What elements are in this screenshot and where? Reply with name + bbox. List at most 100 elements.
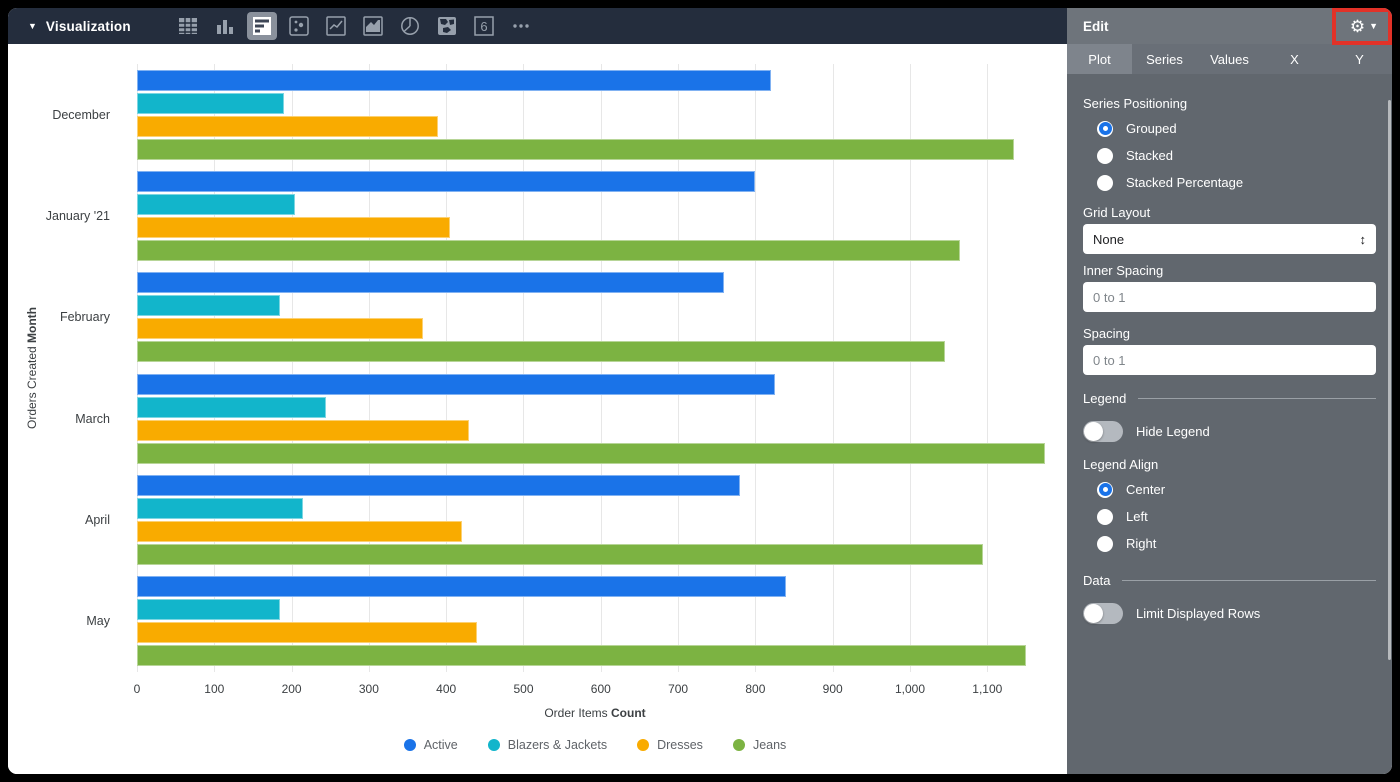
x-tick-label: 400 — [436, 682, 457, 696]
legend-label: Jeans — [752, 738, 787, 752]
bar[interactable] — [137, 318, 423, 340]
hide-legend-toggle[interactable] — [1083, 420, 1123, 442]
radio-icon — [1097, 120, 1113, 137]
bar[interactable] — [137, 239, 961, 261]
x-tick-label: 200 — [281, 682, 302, 696]
radio-legend-align-left[interactable]: Left — [1097, 503, 1376, 530]
tab-plot[interactable]: Plot — [1067, 44, 1132, 74]
legend-dot — [637, 739, 650, 751]
tab-y[interactable]: Y — [1355, 51, 1364, 67]
grid-layout-value: None — [1093, 231, 1125, 247]
legend-item[interactable]: Dresses — [637, 738, 703, 752]
panel-scrollbar[interactable] — [1388, 100, 1391, 660]
limit-rows-toggle[interactable] — [1083, 602, 1123, 624]
bar[interactable] — [137, 295, 280, 317]
radio-icon — [1097, 508, 1113, 525]
bar[interactable] — [137, 115, 439, 137]
bar-group — [137, 267, 1053, 368]
spacing-input[interactable] — [1083, 345, 1376, 375]
legend-item[interactable]: Active — [403, 738, 458, 752]
radio-legend-align-center[interactable]: Center — [1097, 476, 1376, 503]
legend-dot — [403, 739, 416, 751]
x-tick-label: 1,000 — [894, 682, 925, 696]
collapse-caret-icon[interactable]: ▼ — [28, 21, 37, 31]
bar[interactable] — [137, 170, 756, 192]
chart-legend: Active Blazers & Jackets Dresses Jeans — [137, 738, 1053, 752]
spacing-label: Spacing — [1083, 326, 1130, 341]
y-axis-labels: December January '21 February March April May — [8, 64, 126, 672]
viz-type-area-button[interactable] — [358, 12, 388, 40]
toggle-knob — [1084, 421, 1103, 441]
tab-x[interactable]: X — [1290, 51, 1299, 67]
legend-item[interactable]: Jeans — [732, 738, 787, 752]
viz-type-map-button[interactable] — [432, 12, 462, 40]
x-tick-label: 0 — [133, 682, 141, 696]
bar[interactable] — [137, 474, 740, 496]
bar-group — [137, 165, 1053, 266]
radio-series-positioning-grouped[interactable]: Grouped — [1097, 115, 1376, 142]
bar[interactable] — [137, 622, 478, 644]
bar[interactable] — [137, 419, 470, 441]
viz-type-table-button[interactable] — [173, 12, 203, 40]
inner-spacing-input[interactable] — [1083, 282, 1376, 312]
viz-type-scatter-button[interactable] — [284, 12, 314, 40]
tab-series[interactable]: Series — [1146, 51, 1183, 67]
bar-chart-icon — [252, 17, 271, 35]
radio-series-positioning-stacked[interactable]: Stacked — [1097, 142, 1376, 169]
bar[interactable] — [137, 396, 327, 418]
x-tick-label: 500 — [513, 682, 534, 696]
category-label: December — [52, 107, 110, 122]
bar[interactable] — [137, 272, 725, 294]
viz-type-more-button[interactable] — [506, 12, 536, 40]
radio-icon — [1097, 147, 1113, 164]
panel-settings-button[interactable]: ⚙ ▼ — [1350, 8, 1378, 44]
bar[interactable] — [137, 543, 984, 565]
radio-series-positioning-stacked-percentage[interactable]: Stacked Percentage — [1097, 169, 1376, 196]
x-tick-label: 100 — [204, 682, 225, 696]
bar[interactable] — [137, 442, 1046, 464]
x-tick-label: 800 — [745, 682, 766, 696]
grid-layout-label: Grid Layout — [1083, 205, 1151, 220]
radio-label: Center — [1126, 482, 1166, 497]
series-positioning-label: Series Positioning — [1083, 96, 1188, 111]
bar[interactable] — [137, 92, 284, 114]
column-chart-icon — [216, 20, 233, 34]
viz-type-column-button[interactable] — [210, 12, 240, 40]
bar[interactable] — [137, 520, 462, 542]
bar[interactable] — [137, 576, 787, 598]
toolbar-title[interactable]: Visualization — [45, 18, 131, 34]
legend-label: Dresses — [657, 738, 703, 752]
bar[interactable] — [137, 193, 296, 215]
viz-type-bar-button[interactable] — [246, 12, 277, 40]
bar[interactable] — [137, 373, 775, 395]
bar[interactable] — [137, 138, 1015, 160]
bar[interactable] — [137, 216, 451, 238]
radio-icon — [1097, 535, 1113, 552]
radio-label: Stacked Percentage — [1126, 175, 1244, 190]
tab-values[interactable]: Values — [1210, 51, 1249, 67]
bar[interactable] — [137, 341, 945, 363]
limit-rows-label: Limit Displayed Rows — [1136, 605, 1261, 621]
viz-type-single-value-button[interactable]: 6 — [469, 12, 499, 40]
bar[interactable] — [137, 645, 1026, 667]
viz-type-pie-button[interactable] — [395, 12, 425, 40]
bar[interactable] — [137, 497, 304, 519]
gear-icon: ⚙ — [1349, 16, 1366, 36]
radio-label: Right — [1126, 536, 1157, 551]
radio-label: Left — [1126, 509, 1148, 524]
pie-chart-icon — [400, 17, 419, 35]
category-label: March — [75, 411, 110, 426]
edit-panel-header: Edit ⚙ ▼ — [1067, 8, 1392, 45]
grid-layout-select[interactable]: None ↕ — [1083, 224, 1376, 254]
hide-legend-label: Hide Legend — [1136, 423, 1210, 439]
bar[interactable] — [137, 599, 280, 621]
bar-group — [137, 469, 1053, 570]
gridline — [137, 64, 138, 672]
legend-item[interactable]: Blazers & Jackets — [487, 738, 607, 752]
radio-legend-align-right[interactable]: Right — [1097, 530, 1376, 557]
bar-group — [137, 571, 1053, 672]
category-label: January '21 — [45, 208, 110, 223]
viz-type-line-button[interactable] — [321, 12, 351, 40]
viz-type-picker: 6 — [173, 12, 536, 40]
bar[interactable] — [137, 69, 771, 91]
